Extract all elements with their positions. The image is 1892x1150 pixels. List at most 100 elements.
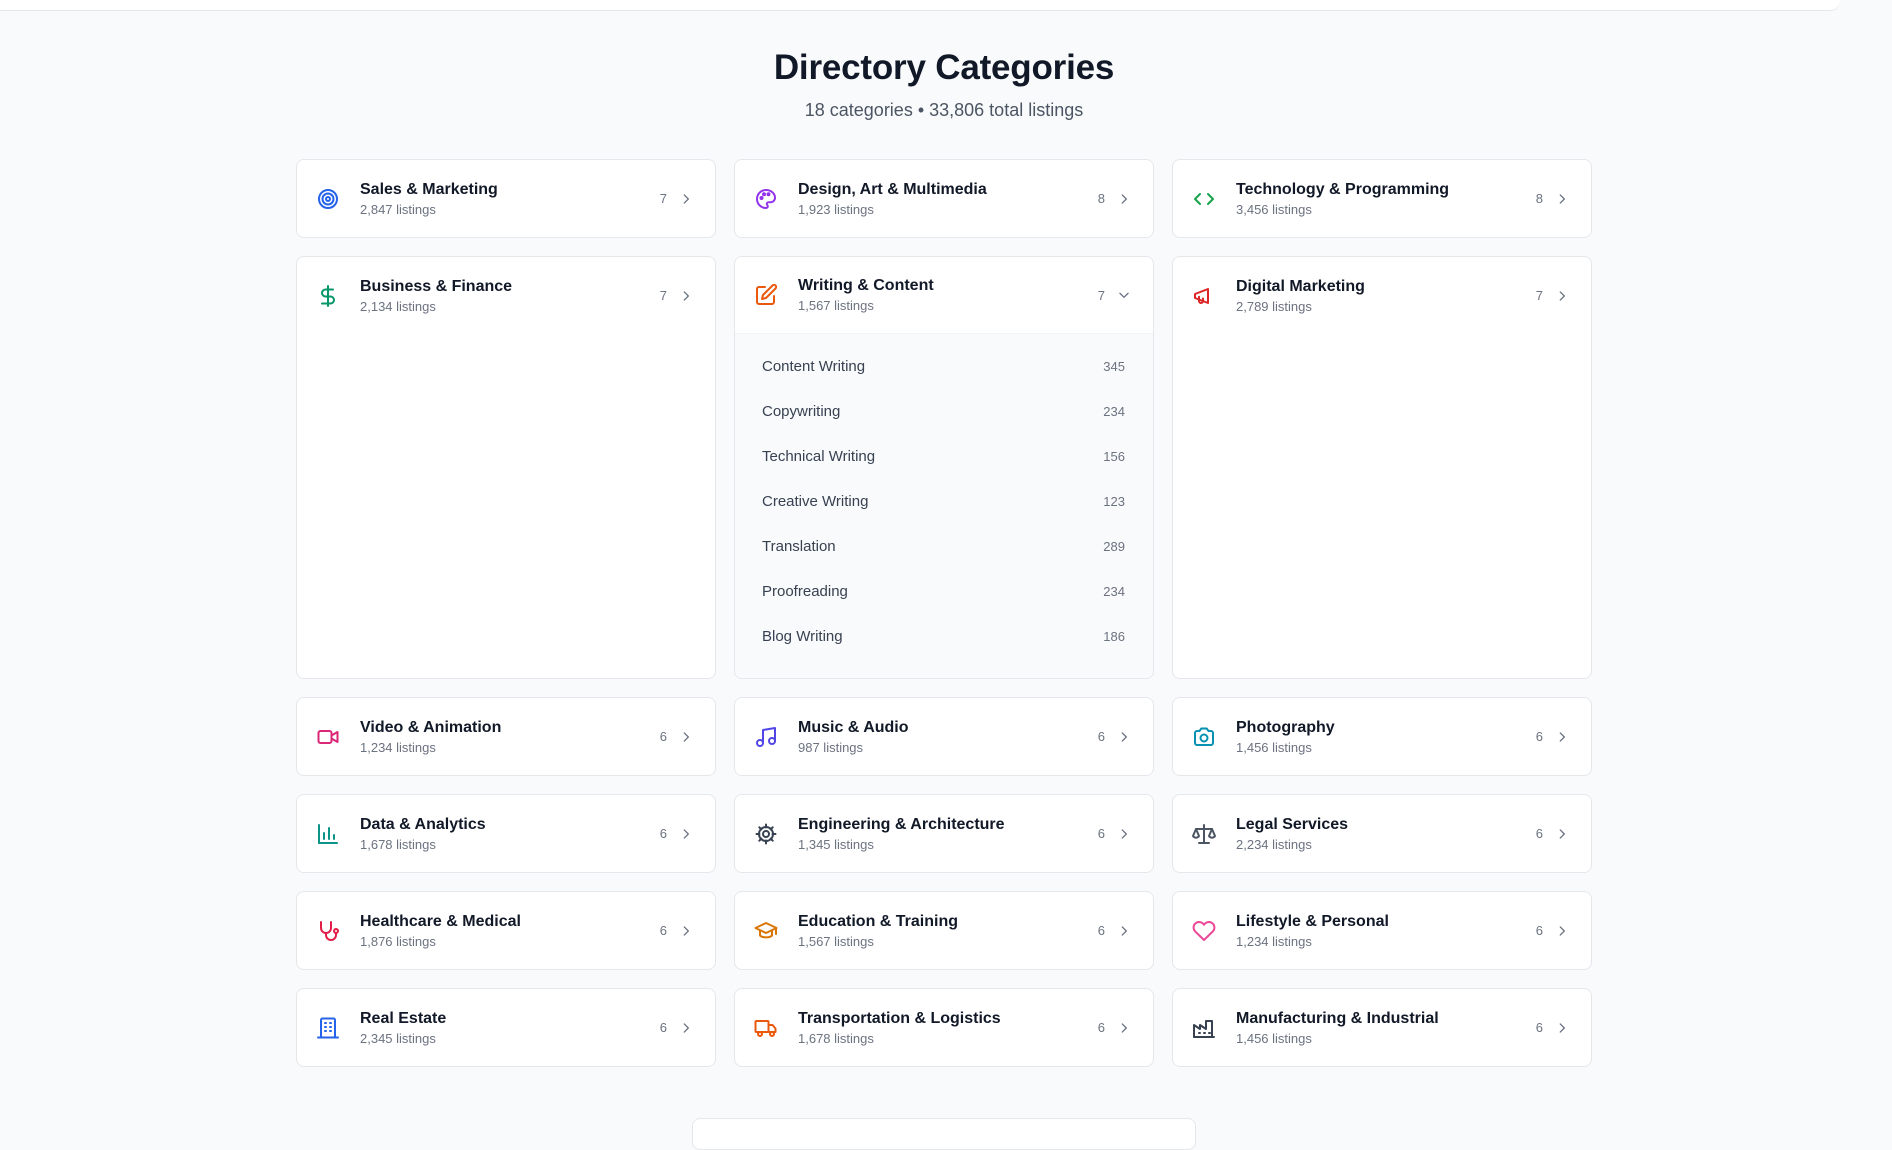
truck-icon — [753, 1015, 779, 1041]
category-text: Sales & Marketing 2,847 listings — [360, 180, 660, 218]
subcategory-listing-count: 186 — [1103, 629, 1125, 644]
chevron-right-icon[interactable] — [679, 289, 693, 303]
subcategory-item[interactable]: Blog Writing 186 — [735, 614, 1153, 659]
chevron-right-icon[interactable] — [679, 827, 693, 841]
code-icon — [1191, 186, 1217, 212]
subcategory-item[interactable]: Proofreading 234 — [735, 569, 1153, 614]
chevron-right-icon[interactable] — [1117, 192, 1131, 206]
category-listings: 1,456 listings — [1236, 739, 1312, 755]
category-card-sales-and-marketing: Sales & Marketing 2,847 listings 7 — [296, 159, 716, 238]
category-listings: 2,234 listings — [1236, 836, 1312, 852]
category-name: Business & Finance — [360, 277, 513, 295]
heart-icon — [1191, 918, 1217, 944]
category-card-writing-and-content: Writing & Content 1,567 listings 7 Content … — [734, 256, 1154, 679]
category-name: Technology & Programming — [1236, 180, 1450, 198]
category-header-education-and-training[interactable]: Education & Training 1,567 listings 6 — [735, 892, 1153, 969]
category-card-photography: Photography 1,456 listings 6 — [1172, 697, 1592, 776]
category-text: Real Estate 2,345 listings — [360, 1009, 660, 1047]
subcategory-count: 8 — [1097, 191, 1105, 206]
category-header-sales-and-marketing[interactable]: Sales & Marketing 2,847 listings 7 — [297, 160, 715, 237]
category-name: Sales & Marketing — [360, 180, 498, 198]
subcategory-listing-count: 156 — [1103, 449, 1125, 464]
category-header-digital-marketing[interactable]: Digital Marketing 2,789 listings 7 — [1173, 257, 1591, 334]
category-header-healthcare-and-medical[interactable]: Healthcare & Medical 1,876 listings 6 — [297, 892, 715, 969]
chevron-down-icon[interactable] — [1117, 288, 1131, 302]
chevron-right-icon[interactable] — [1555, 924, 1569, 938]
stethoscope-icon — [315, 918, 341, 944]
subcategory-item[interactable]: Translation 289 — [735, 524, 1153, 569]
subcategory-item[interactable]: Technical Writing 156 — [735, 434, 1153, 479]
category-text: Design, Art & Multimedia 1,923 listings — [798, 180, 1098, 218]
subcategory-count: 6 — [1097, 729, 1105, 744]
category-header-transportation-and-logistics[interactable]: Transportation & Logistics 1,678 listings… — [735, 989, 1153, 1066]
chevron-right-icon[interactable] — [679, 730, 693, 744]
subcategory-name: Translation — [762, 538, 836, 555]
category-listings: 2,345 listings — [360, 1030, 436, 1046]
chevron-right-icon[interactable] — [1555, 289, 1569, 303]
category-header-technology-and-programming[interactable]: Technology & Programming 3,456 listings 8 — [1173, 160, 1591, 237]
category-header-design-art-and-multimedia[interactable]: Design, Art & Multimedia 1,923 listings 8 — [735, 160, 1153, 237]
category-name: Transportation & Logistics — [798, 1009, 1001, 1027]
chevron-right-icon[interactable] — [679, 1021, 693, 1035]
category-card-legal-services: Legal Services 2,234 listings 6 — [1172, 794, 1592, 873]
category-name: Data & Analytics — [360, 815, 486, 833]
category-header-photography[interactable]: Photography 1,456 listings 6 — [1173, 698, 1591, 775]
category-name: Manufacturing & Industrial — [1236, 1009, 1439, 1027]
category-card-music-and-audio: Music & Audio 987 listings 6 — [734, 697, 1154, 776]
category-text: Legal Services 2,234 listings — [1236, 815, 1536, 853]
category-header-real-estate[interactable]: Real Estate 2,345 listings 6 — [297, 989, 715, 1066]
subcategory-count: 6 — [659, 923, 667, 938]
bottom-panel — [692, 1118, 1196, 1150]
subcategory-name: Technical Writing — [762, 448, 876, 465]
category-header-data-and-analytics[interactable]: Data & Analytics 1,678 listings 6 — [297, 795, 715, 872]
page-title: Directory Categories — [773, 48, 1115, 87]
subcategory-item[interactable]: Copywriting 234 — [735, 389, 1153, 434]
category-header-music-and-audio[interactable]: Music & Audio 987 listings 6 — [735, 698, 1153, 775]
category-header-video-and-animation[interactable]: Video & Animation 1,234 listings 6 — [297, 698, 715, 775]
category-header-engineering-and-architecture[interactable]: Engineering & Architecture 1,345 listings… — [735, 795, 1153, 872]
factory-icon — [1191, 1015, 1217, 1041]
category-card-business-and-finance: Business & Finance 2,134 listings 7 — [296, 256, 716, 679]
chevron-right-icon[interactable] — [1555, 192, 1569, 206]
chevron-right-icon[interactable] — [679, 192, 693, 206]
category-text: Transportation & Logistics 1,678 listings — [798, 1009, 1098, 1047]
chevron-right-icon[interactable] — [1555, 730, 1569, 744]
category-listings: 1,876 listings — [360, 933, 436, 949]
category-header-lifestyle-and-personal[interactable]: Lifestyle & Personal 1,234 listings 6 — [1173, 892, 1591, 969]
chevron-right-icon[interactable] — [1117, 924, 1131, 938]
category-header-manufacturing-and-industrial[interactable]: Manufacturing & Industrial 1,456 listings… — [1173, 989, 1591, 1066]
subcategory-item[interactable]: Content Writing 345 — [735, 344, 1153, 389]
category-header-writing-and-content[interactable]: Writing & Content 1,567 listings 7 — [735, 257, 1153, 334]
scale-icon — [1191, 821, 1217, 847]
category-card-digital-marketing: Digital Marketing 2,789 listings 7 — [1172, 256, 1592, 679]
category-card-transportation-and-logistics: Transportation & Logistics 1,678 listings… — [734, 988, 1154, 1067]
category-listings: 2,847 listings — [360, 201, 436, 217]
category-card-lifestyle-and-personal: Lifestyle & Personal 1,234 listings 6 — [1172, 891, 1592, 970]
category-text: Healthcare & Medical 1,876 listings — [360, 912, 660, 950]
edit-icon — [753, 282, 779, 308]
category-listings: 1,567 listings — [798, 933, 874, 949]
category-header-business-and-finance[interactable]: Business & Finance 2,134 listings 7 — [297, 257, 715, 334]
subcategory-count: 6 — [1535, 826, 1543, 841]
bar-chart-icon — [315, 821, 341, 847]
category-listings: 3,456 listings — [1236, 201, 1312, 217]
chevron-right-icon[interactable] — [679, 924, 693, 938]
subcategory-count: 7 — [659, 288, 667, 303]
chevron-right-icon[interactable] — [1555, 827, 1569, 841]
chevron-right-icon[interactable] — [1117, 730, 1131, 744]
category-text: Education & Training 1,567 listings — [798, 912, 1098, 950]
category-card-technology-and-programming: Technology & Programming 3,456 listings 8 — [1172, 159, 1592, 238]
chevron-right-icon[interactable] — [1117, 827, 1131, 841]
chevron-right-icon[interactable] — [1117, 1021, 1131, 1035]
subcategory-count: 8 — [1535, 191, 1543, 206]
page-header: Directory Categories 18 categories • 33,… — [0, 48, 1888, 121]
category-text: Writing & Content 1,567 listings — [798, 276, 1098, 314]
subcategory-item[interactable]: Creative Writing 123 — [735, 479, 1153, 524]
subcategory-count: 6 — [1535, 1020, 1543, 1035]
dollar-icon — [315, 283, 341, 309]
category-header-legal-services[interactable]: Legal Services 2,234 listings 6 — [1173, 795, 1591, 872]
category-text: Data & Analytics 1,678 listings — [360, 815, 660, 853]
chevron-right-icon[interactable] — [1555, 1021, 1569, 1035]
video-icon — [315, 724, 341, 750]
category-name: Real Estate — [360, 1009, 447, 1027]
